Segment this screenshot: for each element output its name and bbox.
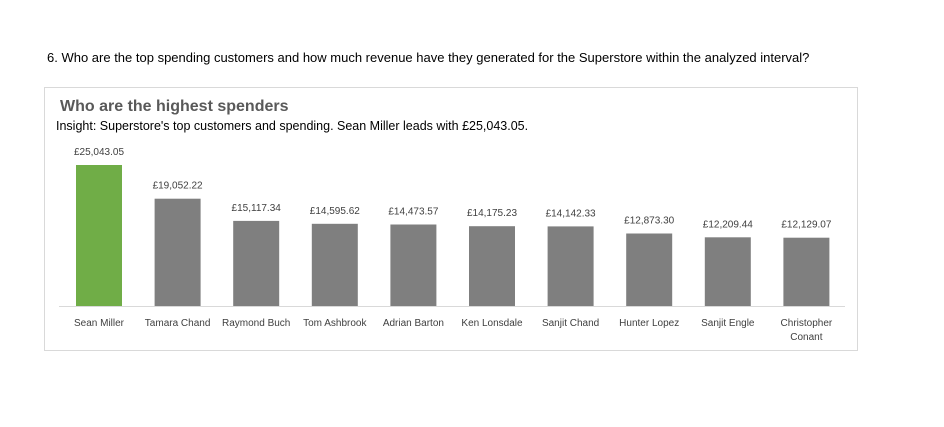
data-label-8: £12,209.44 [703, 219, 753, 230]
question-text: 6. Who are the top spending customers an… [47, 50, 810, 65]
category-label-7: Hunter Lopez [619, 318, 679, 329]
category-label-1: Tamara Chand [145, 318, 211, 329]
bar-5 [469, 226, 515, 306]
data-label-7: £12,873.30 [624, 216, 674, 227]
data-label-3: £14,595.62 [310, 206, 360, 217]
data-label-6: £14,142.33 [546, 208, 596, 219]
data-label-1: £19,052.22 [153, 181, 203, 192]
bar-2 [233, 220, 280, 306]
chart-container: Who are the highest spenders Insight: Su… [44, 87, 858, 351]
category-label-6: Sanjit Chand [542, 318, 599, 329]
category-label-9: Christopher Conant [781, 318, 833, 343]
data-label-9: £12,129.07 [781, 220, 831, 231]
bar-7 [626, 233, 673, 306]
bar-9 [783, 237, 830, 306]
category-label-3: Tom Ashbrook [303, 318, 367, 329]
data-label-0: £25,043.05 [74, 147, 124, 158]
data-label-4: £14,473.57 [388, 207, 438, 218]
category-label-2: Raymond Buch [222, 318, 290, 329]
data-label-2: £15,117.34 [232, 203, 282, 214]
bar-3 [311, 223, 358, 306]
chart-title: Who are the highest spenders [60, 98, 289, 115]
bar-6 [547, 226, 594, 306]
data-label-5: £14,175.23 [467, 208, 517, 219]
bar-4 [390, 224, 437, 306]
category-label-0: Sean Miller [74, 318, 125, 329]
bar-chart: £25,043.05 Sean Miller £19,052.22 Tamara Ch… [59, 147, 845, 343]
category-label-8: Sanjit Engle [701, 318, 755, 329]
category-label-4: Adrian Barton [383, 318, 444, 329]
chart-subtitle: Insight: Superstore's top customers and … [56, 119, 529, 133]
bar-8 [704, 237, 751, 306]
bar-1 [154, 198, 201, 306]
bar-0 [76, 165, 122, 306]
category-label-5: Ken Lonsdale [461, 318, 523, 329]
